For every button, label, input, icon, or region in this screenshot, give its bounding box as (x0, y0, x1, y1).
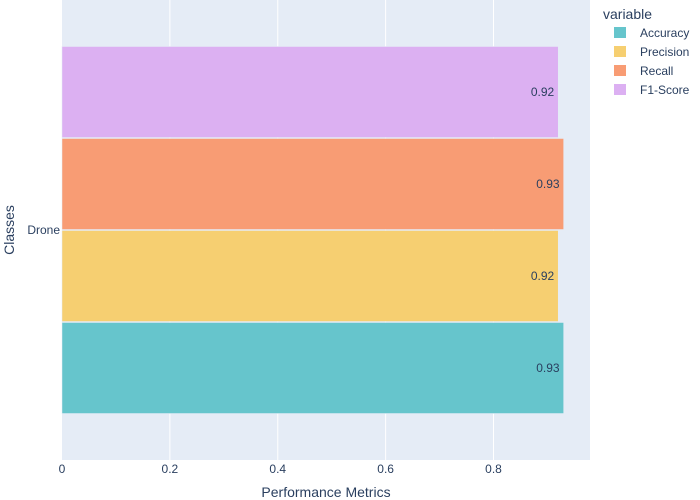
bar-accuracy (61, 322, 564, 414)
x-axis-title: Performance Metrics (261, 484, 390, 500)
legend: variable Accuracy Precision Recall F1-Score (603, 6, 690, 97)
legend-item-label[interactable]: Recall (640, 64, 673, 78)
x-tick-label: 0 (59, 462, 66, 476)
data-label: 0.93 (536, 361, 560, 375)
x-tick-label: 0.6 (377, 462, 394, 476)
legend-title: variable (603, 6, 652, 22)
x-tick-label: 0.4 (269, 462, 286, 476)
legend-item-label[interactable]: F1-Score (640, 83, 690, 97)
x-tick-labels: 0 0.2 0.4 0.6 0.8 (59, 462, 503, 476)
bar-precision (61, 230, 559, 322)
legend-swatch (614, 84, 626, 95)
legend-swatch (614, 27, 626, 38)
legend-item-label[interactable]: Accuracy (640, 26, 689, 40)
legend-item-label[interactable]: Precision (640, 45, 689, 59)
x-tick-label: 0.8 (485, 462, 502, 476)
bar-f1-score (61, 46, 559, 138)
data-label: 0.92 (531, 85, 555, 99)
bars (61, 46, 564, 414)
y-tick-labels: Drone (27, 223, 60, 237)
data-labels: 0.93 0.92 0.93 0.92 (531, 85, 560, 375)
x-tick-label: 0.2 (162, 462, 179, 476)
bar-recall (61, 138, 564, 230)
legend-swatch (614, 46, 626, 57)
y-tick-label: Drone (27, 223, 60, 237)
data-label: 0.93 (536, 177, 560, 191)
data-label: 0.92 (531, 269, 555, 283)
legend-swatch (614, 65, 626, 76)
y-axis-title: Classes (1, 205, 17, 255)
